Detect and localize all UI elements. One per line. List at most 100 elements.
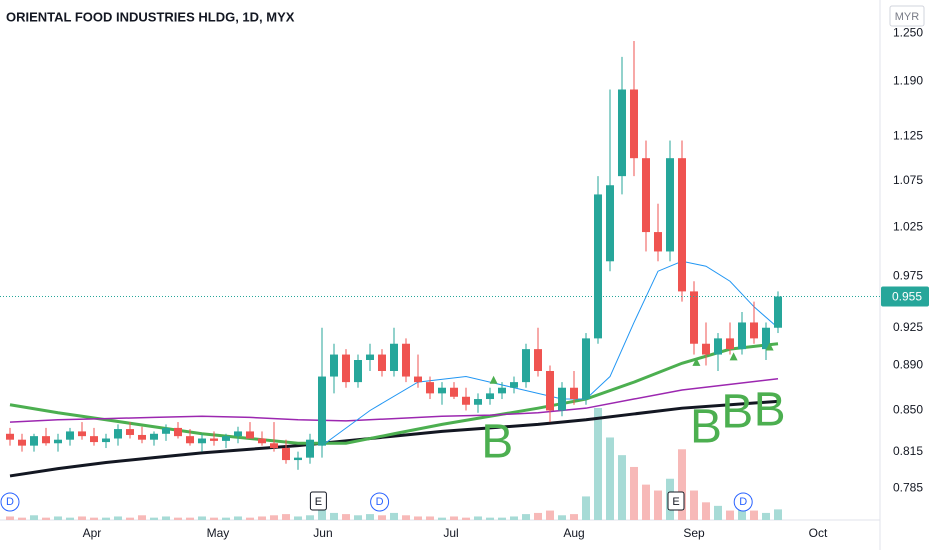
volume-bar <box>269 515 278 520</box>
volume-bar <box>677 449 686 520</box>
event-box <box>309 491 327 511</box>
chart-title: ORIENTAL FOOD INDUSTRIES HLDG, 1D, MYX <box>6 9 295 24</box>
candle-body <box>617 89 626 177</box>
candle-body <box>473 399 482 405</box>
volume-bar <box>197 516 206 520</box>
volume-bar <box>341 514 350 520</box>
volume-bar <box>305 515 314 520</box>
candle-body <box>713 338 722 355</box>
volume-bar <box>137 515 146 520</box>
candle-body <box>365 354 374 361</box>
y-tick-label: 0.815 <box>893 444 923 458</box>
volume-bar <box>461 517 470 520</box>
event-label: D <box>6 496 14 508</box>
volume-bar <box>485 517 494 520</box>
moving-average <box>9 399 779 478</box>
y-tick-label: 0.890 <box>893 358 923 372</box>
candle-body <box>281 448 290 461</box>
volume-bar <box>629 466 638 520</box>
candle-body <box>293 457 302 461</box>
x-tick-label: Apr <box>83 526 102 540</box>
event-label: D <box>376 496 384 508</box>
candle-body <box>329 354 338 377</box>
currency-box <box>889 5 925 27</box>
x-tick-label: Jul <box>443 526 458 540</box>
currency: MYR <box>895 11 920 23</box>
volume-bar <box>773 509 782 520</box>
candle-body <box>653 232 662 252</box>
volume-bar <box>761 512 770 520</box>
volume-bar <box>221 517 230 520</box>
candle-body <box>533 349 542 371</box>
event-circle <box>733 492 753 512</box>
candle-body <box>761 327 770 350</box>
candle-body <box>401 343 410 377</box>
candle-body <box>185 436 194 444</box>
candle-body <box>629 89 638 159</box>
volume-bar <box>569 514 578 520</box>
volume-bar <box>749 510 758 520</box>
volume-bar <box>89 517 98 520</box>
candle-body <box>77 431 86 437</box>
candle-body <box>221 436 230 441</box>
candle-body <box>737 322 746 350</box>
volume-bar <box>101 517 110 520</box>
volume-bar <box>725 510 734 520</box>
volume-bar <box>389 512 398 520</box>
candle-body <box>101 438 110 443</box>
event-label: E <box>315 496 322 508</box>
volume-bar <box>545 510 554 520</box>
annotation: B <box>721 386 753 439</box>
volume-bar <box>641 484 650 520</box>
moving-average <box>9 342 779 445</box>
candle-body <box>545 370 554 411</box>
event-box <box>667 491 685 511</box>
volume-bar <box>17 517 26 520</box>
y-tick-label: 0.785 <box>893 481 923 495</box>
volume-bar <box>605 437 614 520</box>
candle-body <box>497 387 506 394</box>
candle-body <box>245 431 254 439</box>
volume-bar <box>401 515 410 520</box>
last-price-label: 0.955 <box>892 290 922 304</box>
signal-arrow <box>729 352 738 361</box>
candle-body <box>377 354 386 371</box>
candle-body <box>485 393 494 400</box>
volume-bar <box>173 517 182 520</box>
volume-bar <box>581 496 590 520</box>
volume-bar <box>161 516 170 520</box>
volume-bar <box>245 517 254 520</box>
volume-bar <box>209 517 218 520</box>
volume-bar <box>29 515 38 520</box>
annotation: B <box>481 416 513 469</box>
y-tick-label: 0.850 <box>893 403 923 417</box>
candle-body <box>701 343 710 355</box>
moving-average <box>321 260 779 447</box>
y-tick-label: 1.125 <box>893 128 923 142</box>
candle-body <box>17 439 26 446</box>
volume-bar <box>737 508 746 520</box>
candle-body <box>269 443 278 449</box>
candle-body <box>53 439 62 444</box>
volume-bar <box>77 516 86 520</box>
candle-body <box>233 431 242 437</box>
moving-average <box>9 378 779 423</box>
volume-bar <box>425 516 434 520</box>
candle-body <box>665 158 674 252</box>
candle-body <box>137 434 146 440</box>
candle-body <box>41 436 50 444</box>
candle-body <box>749 322 758 339</box>
volume-bar <box>365 514 374 520</box>
volume-bar <box>329 512 338 520</box>
candle-body <box>5 433 14 440</box>
annotation: B <box>754 384 786 437</box>
candle-body <box>509 382 518 388</box>
volume-bar <box>713 505 722 520</box>
volume-bar <box>557 515 566 520</box>
candle-body <box>197 438 206 444</box>
candle-body <box>257 438 266 444</box>
signal-arrow <box>692 357 701 366</box>
candle-body <box>725 338 734 350</box>
